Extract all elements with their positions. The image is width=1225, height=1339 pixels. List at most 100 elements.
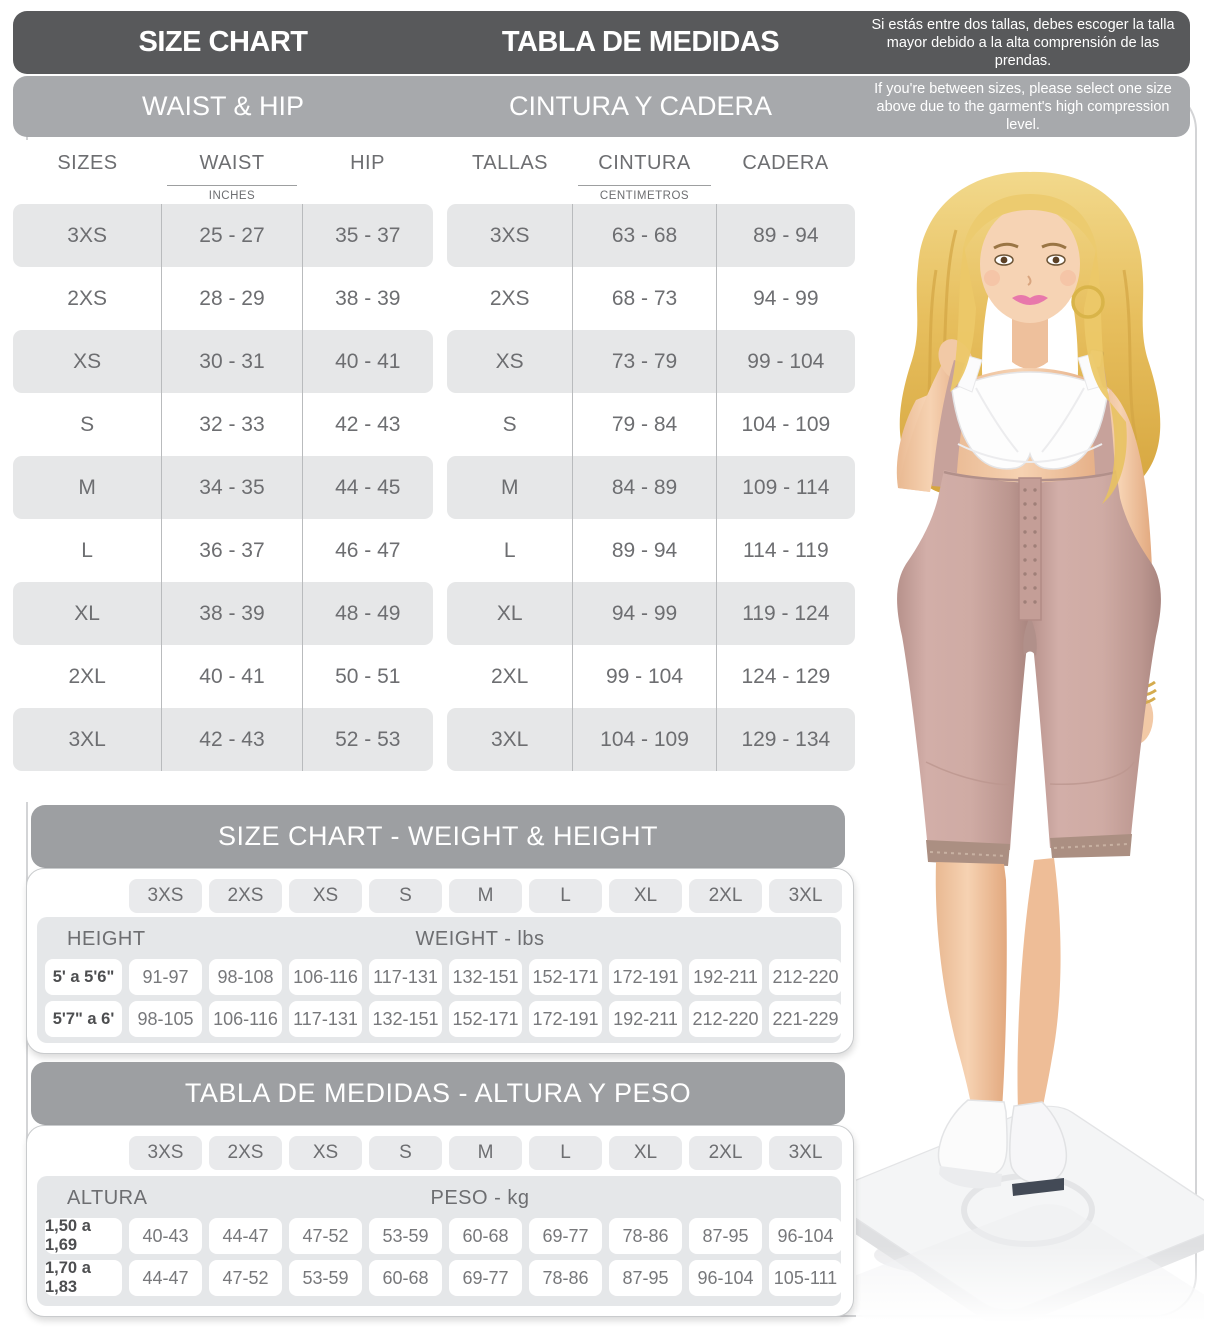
weight-row: 5'7" a 6' 98-105 106-116 117-131 132-151… — [45, 1001, 842, 1037]
waist-hip-table: SIZES WAIST HIP TALLAS CINTURA CADERA IN… — [0, 140, 858, 802]
weight-chip: 91-97 — [129, 959, 202, 995]
cell-cintura: 104 - 109 — [572, 708, 715, 771]
weight-chip: 192-211 — [609, 1001, 682, 1037]
cell-hip: 44 - 45 — [301, 456, 433, 519]
cell-hip: 50 - 51 — [301, 645, 433, 708]
size-chip: 3XS — [129, 1136, 202, 1170]
size-chip: L — [529, 1136, 602, 1170]
weight-panel: HEIGHT WEIGHT - lbs 5' a 5'6" 91-97 98-1… — [37, 917, 842, 1043]
altura-label: ALTURA — [67, 1187, 148, 1209]
column-header-tallas: TALLAS — [472, 152, 548, 174]
cell-talla: S — [502, 412, 517, 436]
weight-chip: 98-108 — [209, 959, 282, 995]
cell-waist: 32 - 33 — [161, 393, 301, 456]
weight-chip: 212-220 — [689, 1001, 762, 1037]
weight-chip: 152-171 — [529, 959, 602, 995]
size-chip: 3XL — [769, 879, 842, 913]
weight-chip: 172-191 — [609, 959, 682, 995]
size-chip: S — [369, 1136, 442, 1170]
cell-waist: 40 - 41 — [161, 645, 301, 708]
weight-chip: 106-116 — [289, 959, 362, 995]
column-header-waist: WAIST — [199, 152, 265, 174]
cell-size: 2XL — [68, 664, 106, 688]
peso-chip: 44-47 — [209, 1218, 282, 1254]
peso-chip: 60-68 — [449, 1218, 522, 1254]
cell-size: M — [78, 475, 96, 499]
header-band: SIZE CHART TABLA DE MEDIDAS Si estás ent… — [13, 11, 1190, 74]
cell-hip: 35 - 37 — [301, 204, 433, 267]
weight-chip: 221-229 — [769, 1001, 842, 1037]
cell-cadera: 104 - 109 — [715, 393, 855, 456]
column-header-cadera: CADERA — [742, 152, 829, 174]
altura-peso-card: 3XS 2XS XS S M L XL 2XL 3XL ALTURA PESO … — [26, 1125, 854, 1317]
title-spanish: TABLA DE MEDIDAS — [501, 26, 780, 58]
hoop-earring — [1071, 285, 1105, 319]
cintura-underline — [578, 185, 711, 186]
cell-waist: 28 - 29 — [161, 267, 301, 330]
table-row: S 32 - 33 42 - 43 S 79 - 84 104 - 109 — [0, 393, 858, 456]
weight-row: 5' a 5'6" 91-97 98-108 106-116 117-131 1… — [45, 959, 842, 995]
table-row: 2XS 28 - 29 38 - 39 2XS 68 - 73 94 - 99 — [0, 267, 858, 330]
cell-cintura: 99 - 104 — [572, 645, 715, 708]
cell-size: XL — [74, 601, 100, 625]
weight-chip: 117-131 — [369, 959, 442, 995]
altura-range-chip: 1,70 a 1,83 — [45, 1259, 122, 1296]
peso-chip: 69-77 — [449, 1260, 522, 1296]
altura-peso-title: TABLA DE MEDIDAS - ALTURA Y PESO — [31, 1062, 845, 1125]
cell-size: L — [81, 538, 93, 562]
peso-chip: 40-43 — [129, 1218, 202, 1254]
peso-chip: 60-68 — [369, 1260, 442, 1296]
column-header-cintura: CINTURA — [598, 152, 691, 174]
weight-height-card: 3XS 2XS XS S M L XL 2XL 3XL HEIGHT WEIGH… — [26, 868, 854, 1054]
cell-waist: 25 - 27 — [161, 204, 301, 267]
cell-talla: XS — [495, 349, 524, 373]
cell-talla: 2XL — [491, 664, 529, 688]
size-chip: 3XS — [129, 879, 202, 913]
cell-waist: 42 - 43 — [161, 708, 301, 771]
weight-chip: 106-116 — [209, 1001, 282, 1037]
cell-cintura: 89 - 94 — [572, 519, 715, 582]
cell-size: XS — [73, 349, 102, 373]
size-chip-row: 3XS 2XS XS S M L XL 2XL 3XL — [129, 1136, 842, 1170]
peso-chip: 96-104 — [689, 1260, 762, 1296]
weight-lbs-label: WEIGHT - lbs — [415, 928, 545, 950]
peso-chip: 47-52 — [209, 1260, 282, 1296]
cell-talla: L — [503, 538, 516, 562]
peso-chip: 87-95 — [609, 1260, 682, 1296]
cell-talla: 3XL — [491, 727, 529, 751]
size-rows: 3XS 25 - 27 35 - 37 3XS 63 - 68 89 - 94 2XS 2… — [0, 204, 858, 771]
cell-hip: 52 - 53 — [301, 708, 433, 771]
cell-talla: 3XS — [489, 223, 530, 247]
lace-trim — [926, 840, 1010, 866]
size-chip: M — [449, 1136, 522, 1170]
peso-kg-label: PESO - kg — [430, 1187, 530, 1209]
weight-chip: 192-211 — [689, 959, 762, 995]
shapewear-model-illustration — [831, 171, 1225, 1339]
cell-cintura: 94 - 99 — [572, 582, 715, 645]
cell-waist: 36 - 37 — [161, 519, 301, 582]
weight-chip: 212-220 — [769, 959, 842, 995]
table-row: L 36 - 37 46 - 47 L 89 - 94 114 - 119 — [0, 519, 858, 582]
weight-chip: 172-191 — [529, 1001, 602, 1037]
weight-height-title: SIZE CHART - WEIGHT & HEIGHT — [31, 805, 845, 868]
cell-size: S — [80, 412, 95, 436]
cell-hip: 46 - 47 — [301, 519, 433, 582]
subtitle-english: WAIST & HIP — [141, 91, 305, 121]
peso-chip: 53-59 — [369, 1218, 442, 1254]
cell-size: 2XS — [67, 286, 107, 310]
size-chip: 2XL — [689, 879, 762, 913]
size-chip: 2XS — [209, 1136, 282, 1170]
cell-cadera: 114 - 119 — [715, 519, 855, 582]
size-chip: M — [449, 879, 522, 913]
table-row: XS 30 - 31 40 - 41 XS 73 - 79 99 - 104 — [0, 330, 858, 393]
cell-cintura: 73 - 79 — [572, 330, 715, 393]
eyes — [994, 254, 1066, 266]
peso-chip: 78-86 — [529, 1260, 602, 1296]
cell-talla: M — [500, 475, 519, 499]
weight-chip: 98-105 — [129, 1001, 202, 1037]
peso-chip: 69-77 — [529, 1218, 602, 1254]
column-header-hip: HIP — [350, 152, 385, 174]
size-chip: L — [529, 879, 602, 913]
cell-cadera: 129 - 134 — [715, 708, 855, 771]
unit-inches: INCHES — [208, 190, 256, 202]
